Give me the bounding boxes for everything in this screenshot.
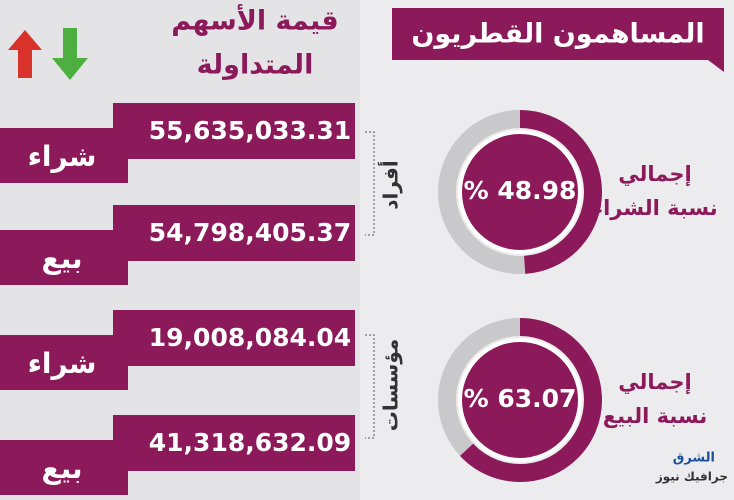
donut-label: نسبة الشراء xyxy=(592,196,717,220)
logo: الشرق xyxy=(673,451,715,466)
group-label: أفراد xyxy=(377,160,403,210)
donut-label: إجمالي xyxy=(618,162,691,186)
label-box xyxy=(0,440,128,495)
row-value: 41,318,632.09 xyxy=(149,428,351,457)
value-box xyxy=(113,205,355,261)
group-bracket xyxy=(365,131,375,439)
donut-center xyxy=(458,338,582,462)
header-title: المساهمون القطريون xyxy=(411,19,704,50)
value-box xyxy=(113,415,355,471)
column-title: قيمة الأسهم xyxy=(171,4,338,37)
donut-arc xyxy=(459,318,602,482)
logo: جرافيك نيوز xyxy=(655,470,728,485)
header-banner xyxy=(392,8,724,72)
value-box xyxy=(113,103,355,159)
row-label: شراء xyxy=(28,347,97,380)
donut-label: نسبة البيع xyxy=(603,404,707,428)
donut-label: إجمالي xyxy=(618,370,691,394)
row-label: بيع xyxy=(41,452,82,485)
label-box xyxy=(0,230,128,285)
column-title: المتداولة xyxy=(197,50,314,81)
donut-center xyxy=(458,130,582,254)
donut-value: % 63.07 xyxy=(464,384,577,413)
group-label: مؤسسات xyxy=(379,339,403,432)
arrows-icon xyxy=(8,28,88,80)
label-box xyxy=(0,128,128,183)
value-box xyxy=(113,310,355,366)
row-label: شراء xyxy=(28,140,97,173)
donut-value: % 48.98 xyxy=(464,176,577,205)
row-value: 54,798,405.37 xyxy=(149,218,351,247)
row-value: 19,008,084.04 xyxy=(149,323,351,352)
donut-arc xyxy=(519,110,602,274)
row-label: بيع xyxy=(41,242,82,275)
label-box xyxy=(0,335,128,390)
row-value: 55,635,033.31 xyxy=(149,116,351,145)
